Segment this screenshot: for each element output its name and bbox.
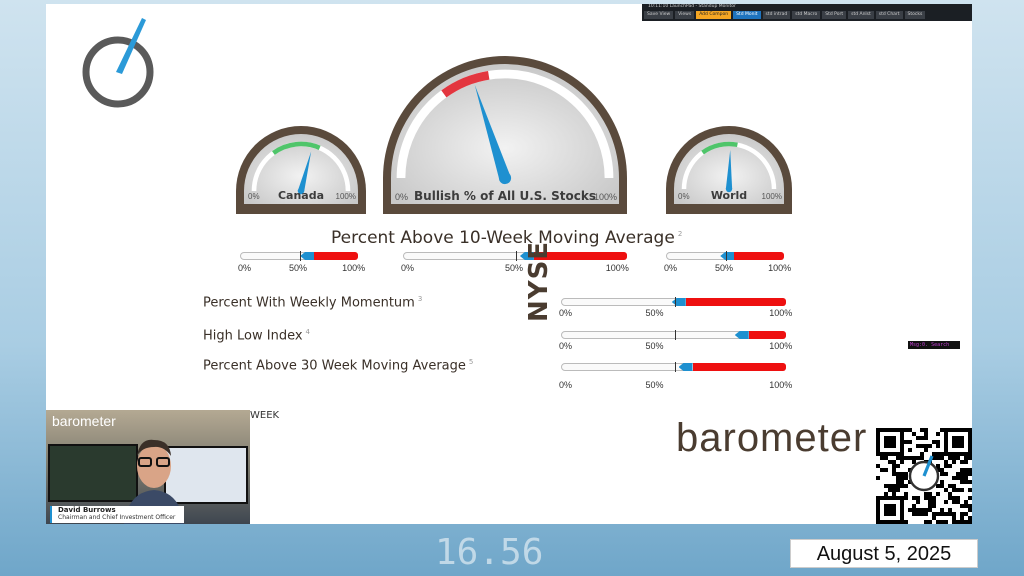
- row-title-text: High Low Index: [203, 328, 303, 344]
- brand-logo: barometer: [676, 416, 868, 460]
- toolbar-button[interactable]: Stocks: [904, 11, 926, 19]
- bar-fill: [685, 298, 786, 306]
- progress-bar: [561, 297, 786, 307]
- bar-marker: [678, 363, 693, 371]
- toolbar-button[interactable]: Add Compon: [696, 11, 732, 19]
- presenter-role: Chairman and Chief Investment Officer: [58, 514, 176, 521]
- footnote: 5: [468, 358, 474, 366]
- toolbar-button[interactable]: Save View: [644, 11, 674, 19]
- gauge-needle: [297, 151, 312, 191]
- gauge-arc: [272, 141, 321, 155]
- row-title-text: Percent Above 30 Week Moving Average: [203, 358, 466, 374]
- toolbar-button[interactable]: std Chart: [875, 11, 903, 19]
- toolbar-button[interactable]: std Macro: [792, 11, 821, 19]
- gauge-max-label: 100%: [335, 192, 356, 201]
- nyse-label: NYSE: [524, 240, 554, 322]
- progress-bar: [561, 330, 786, 340]
- window-title: 10:11:10 LaunchPad - Standup Monitor: [648, 4, 736, 9]
- qr-code-icon: [876, 428, 972, 524]
- bar-marker: [720, 252, 735, 260]
- bar-tick-label: 0%: [238, 263, 252, 273]
- bar-tick-label: 50%: [505, 263, 524, 273]
- bar-tick-label: 100%: [342, 263, 366, 273]
- toolbar-button[interactable]: Std Monit: [733, 11, 761, 19]
- bar-tick-label: 50%: [645, 380, 664, 390]
- nyse-row-title: High Low Index 4: [203, 328, 310, 343]
- bar-tick-label: 100%: [768, 263, 792, 273]
- footnote: 2: [677, 230, 683, 239]
- bar-fill: [748, 331, 786, 339]
- bar-marker: [300, 252, 315, 260]
- bar-tick-label: 0%: [559, 341, 573, 351]
- launchpad-toolbar: 10:11:10 LaunchPad - Standup Monitor Sav…: [642, 4, 972, 21]
- progress-bar: [666, 251, 784, 261]
- gauge-arc: [441, 70, 490, 98]
- gauge-canada: 0% 100% Canada: [236, 126, 366, 214]
- row-title-text: Percent With Weekly Momentum: [203, 295, 415, 311]
- bar-tick-label: 0%: [664, 263, 678, 273]
- bar-marker: [671, 298, 686, 306]
- bar-tick-label: 0%: [401, 263, 415, 273]
- presenter-brand: barometer: [52, 413, 116, 429]
- bar-tick: [300, 251, 301, 261]
- bar-tick: [674, 330, 676, 340]
- gauge-min-label: 0%: [678, 192, 690, 201]
- gauge-bullish: 0% 100% Bullish % of All U.S. Stocks: [383, 56, 627, 215]
- bar-fill: [533, 252, 627, 260]
- bar-tick-label: 50%: [645, 308, 664, 318]
- bar-tick-label: 50%: [645, 341, 664, 351]
- bar-fill: [314, 252, 358, 260]
- gauge-needle: [725, 150, 733, 189]
- bar-tick: [674, 297, 676, 307]
- bar-tick: [726, 251, 727, 261]
- monitor: [48, 444, 138, 502]
- monitor: [164, 446, 248, 504]
- bar-tick: [516, 251, 517, 261]
- gauge-name: Bullish % of All U.S. Stocks: [414, 189, 596, 203]
- gauge-min-label: 0%: [248, 192, 260, 201]
- nyse-row-title: Percent Above 30 Week Moving Average 5: [203, 358, 473, 373]
- search-box[interactable]: Msg:0. Search: [908, 341, 960, 349]
- ten-week-title-text: Percent Above 10-Week Moving Average: [331, 228, 675, 248]
- bar-tick: [674, 362, 676, 372]
- gauge-arc: [701, 141, 738, 155]
- bg-number: 16.56: [435, 532, 544, 573]
- bar-tick-label: 50%: [289, 263, 308, 273]
- bar-marker: [519, 252, 534, 260]
- gauge-max-label: 100%: [761, 192, 782, 201]
- bar-tick-label: 100%: [605, 263, 629, 273]
- bar-tick-label: 0%: [559, 308, 573, 318]
- gauge-max-label: 100%: [593, 192, 617, 202]
- toolbar-button[interactable]: std intrad: [762, 11, 791, 19]
- progress-bar: [240, 251, 358, 261]
- bar-tick-label: 100%: [769, 308, 793, 318]
- barometer-logo-icon: [82, 18, 154, 108]
- bar-fill: [734, 252, 784, 260]
- bar-tick-label: 100%: [769, 380, 793, 390]
- bar-fill: [692, 363, 786, 371]
- gauge-name: Canada: [277, 189, 325, 202]
- progress-bar: [561, 362, 786, 372]
- toolbar-button[interactable]: Std Port: [822, 11, 847, 19]
- partial-text: WEEK: [250, 410, 280, 421]
- bar-tick-label: 0%: [559, 380, 573, 390]
- gauge-name: World: [710, 189, 748, 202]
- toolbar-button[interactable]: Views: [675, 11, 695, 19]
- lower-third: David Burrows Chairman and Chief Investm…: [50, 506, 184, 523]
- footnote: 4: [305, 328, 310, 336]
- gauge-min-label: 0%: [395, 192, 409, 202]
- bar-tick-label: 100%: [769, 341, 793, 351]
- nyse-row-title: Percent With Weekly Momentum 3: [203, 295, 422, 310]
- bar-marker: [734, 331, 749, 339]
- toolbar-button[interactable]: std Anlst: [848, 11, 874, 19]
- footnote: 3: [417, 295, 423, 303]
- ten-week-title: Percent Above 10-Week Moving Average 2: [331, 228, 682, 248]
- presenter-video: barometer David Burrows Chairman and Chi…: [46, 410, 250, 524]
- date-label: August 5, 2025: [790, 539, 978, 568]
- progress-bar: [403, 251, 627, 261]
- bar-tick-label: 50%: [715, 263, 734, 273]
- presenter-name: David Burrows: [58, 506, 116, 514]
- gauge-world: 0% 100% World: [666, 126, 792, 214]
